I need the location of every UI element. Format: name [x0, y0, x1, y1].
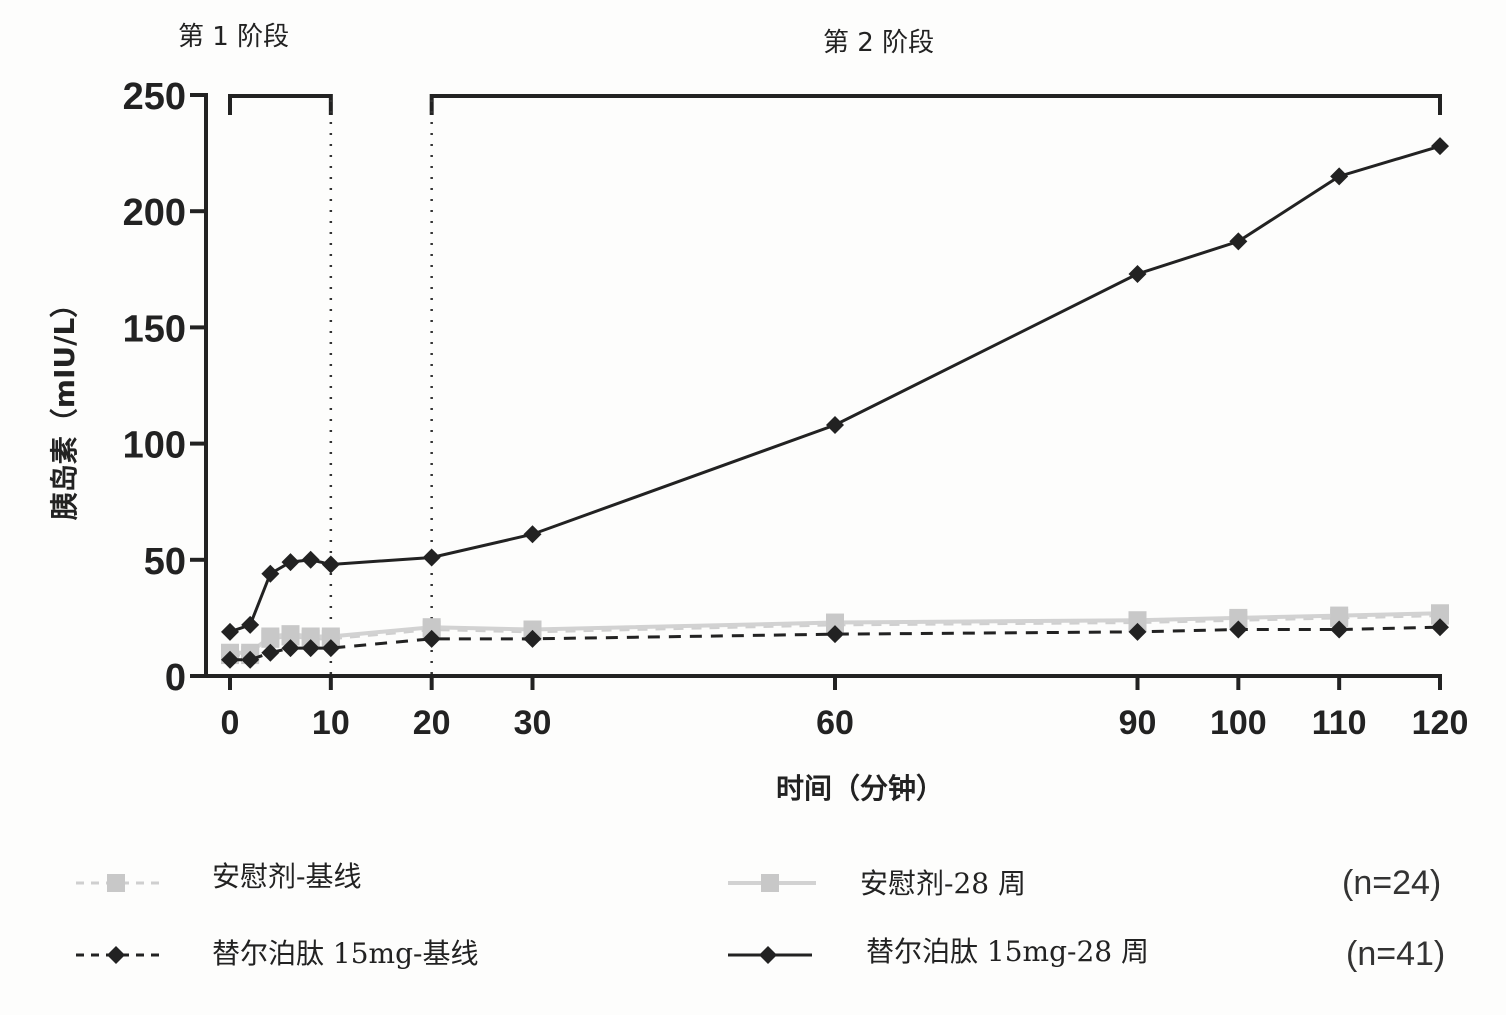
x-tick-label: 120 — [1412, 704, 1469, 742]
x-axis-label: 时间（分钟） — [776, 772, 944, 805]
legend-tirz-28wk: 替尔泊肽 15mg-28 周 — [866, 935, 1149, 968]
y-tick-label: 100 — [123, 425, 186, 467]
x-tick-label: 30 — [514, 704, 552, 742]
series-3 — [221, 137, 1449, 641]
phase-1-label: 第 1 阶段 — [178, 22, 290, 52]
x-tick-label: 100 — [1210, 704, 1267, 742]
series-1 — [221, 604, 1449, 662]
series-2 — [221, 618, 1449, 669]
data-series — [221, 137, 1449, 669]
y-tick-label: 0 — [165, 657, 186, 699]
phase-2-label: 第 2 阶段 — [823, 28, 935, 58]
legend-swatch-2 — [76, 946, 160, 964]
legend-swatch-0 — [76, 874, 160, 892]
legend-placebo-baseline: 安慰剂-基线 — [212, 860, 362, 893]
x-tick-label: 110 — [1312, 704, 1367, 742]
axes: 0 50 100 150 200 250 0 10 20 30 60 90 100 110 120 — [123, 76, 1469, 742]
x-tick-label: 0 — [221, 704, 240, 742]
y-axis-label: 胰岛素（mIU/L） — [48, 290, 81, 520]
legend-tirz-baseline: 替尔泊肽 15mg-基线 — [212, 937, 479, 970]
n-placebo: (n=24) — [1342, 864, 1442, 902]
y-tick-label: 150 — [123, 308, 186, 350]
x-tick-label: 10 — [312, 704, 350, 742]
y-tick-label: 200 — [123, 192, 186, 234]
y-tick-label: 50 — [144, 541, 186, 583]
y-tick-label: 250 — [123, 76, 186, 118]
x-tick-label: 20 — [413, 704, 451, 742]
legend-placebo-28wk: 安慰剂-28 周 — [860, 867, 1026, 900]
phase-brackets — [228, 94, 1442, 676]
legend-swatches — [76, 874, 816, 964]
x-tick-label: 90 — [1119, 704, 1157, 742]
x-tick-label: 60 — [816, 704, 854, 742]
legend-swatch-3 — [728, 946, 812, 964]
n-tirzepatide: (n=41) — [1346, 935, 1446, 973]
legend-swatch-1 — [728, 874, 816, 892]
